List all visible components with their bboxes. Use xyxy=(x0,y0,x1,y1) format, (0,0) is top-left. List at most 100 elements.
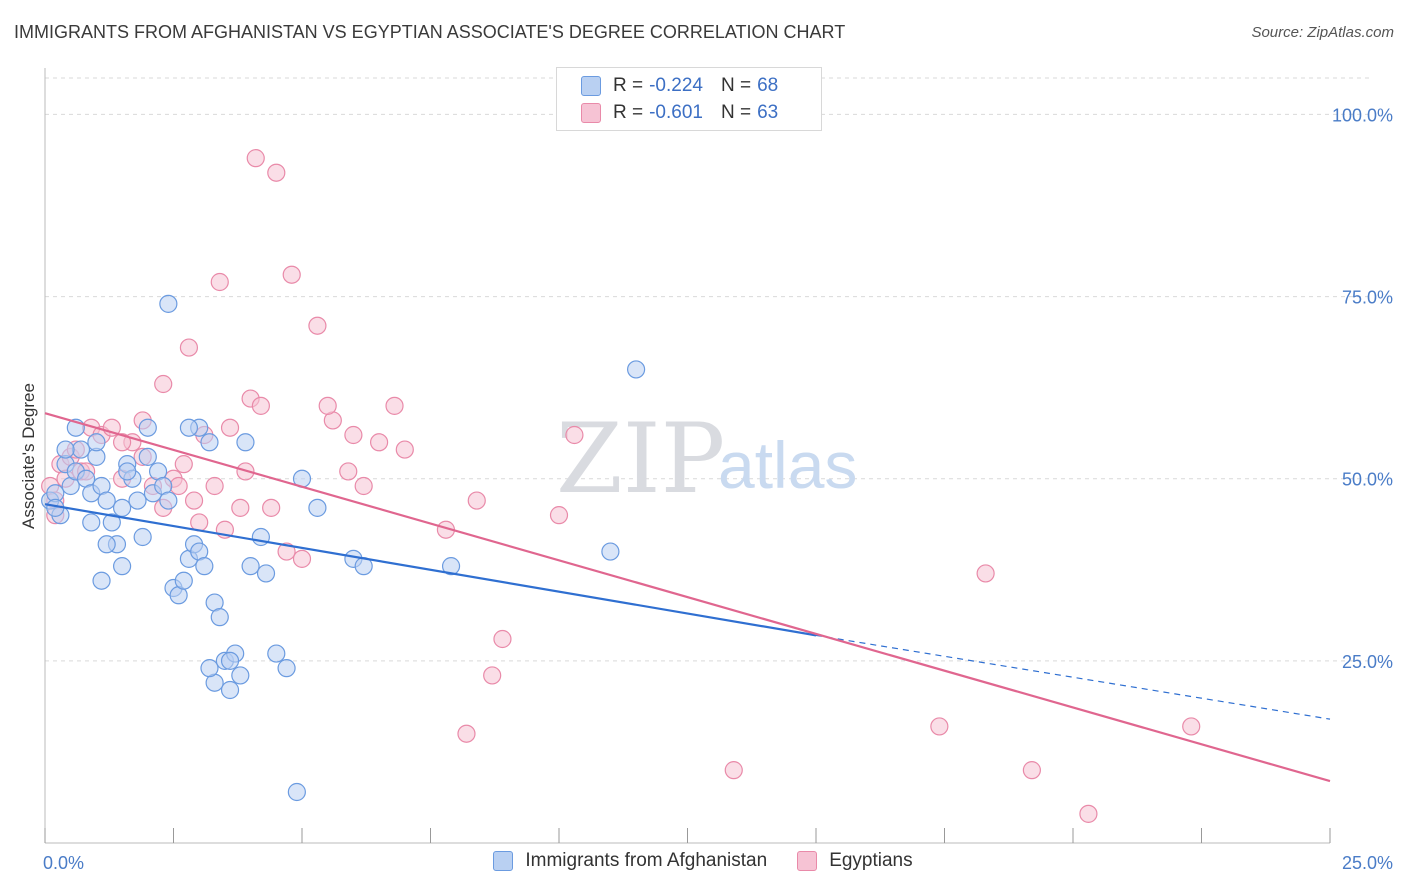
watermark: ZIP atlas xyxy=(556,403,857,515)
y-tick-label: 75.0% xyxy=(1342,288,1393,308)
tick-labels: 25.0% 50.0% 75.0% 100.0% 0.0% 25.0% xyxy=(43,105,1393,873)
egyptian-point xyxy=(493,629,512,649)
afghanistan-point xyxy=(174,571,193,590)
chart-source: Source: ZipAtlas.com xyxy=(1251,24,1394,41)
legend-r-label: R = xyxy=(613,102,644,123)
egyptian-point xyxy=(930,717,949,736)
x-tick-label: 25.0% xyxy=(1342,853,1393,873)
afghanistan-point xyxy=(231,666,250,685)
afghanistan-point xyxy=(236,433,255,452)
axes xyxy=(44,68,1331,844)
afghanistan-point xyxy=(128,491,147,510)
egyptian-point xyxy=(344,425,363,445)
egyptian-point xyxy=(220,418,240,437)
afghanistan-point xyxy=(241,557,260,576)
egyptian-point xyxy=(262,498,281,517)
legend-n-value: 63 xyxy=(757,102,779,123)
afghanistan-point xyxy=(277,659,296,678)
chart-title: IMMIGRANTS FROM AFGHANISTAN VS EGYPTIAN … xyxy=(14,22,846,42)
egyptian-point xyxy=(231,498,250,517)
afghanistan-trend-extension xyxy=(815,634,1331,720)
afghanistan-point xyxy=(87,433,106,452)
afghanistan-point xyxy=(138,418,157,437)
afghanistan-point xyxy=(92,571,111,590)
egyptian-point xyxy=(395,440,414,459)
afghanistan-point xyxy=(200,659,219,678)
egyptian-point xyxy=(1182,717,1201,736)
legend-swatch-blue xyxy=(493,851,514,871)
legend-n-label: N = xyxy=(720,75,752,96)
afghanistan-point xyxy=(210,608,229,627)
egyptian-point xyxy=(457,724,476,743)
afghanistan-point xyxy=(71,440,91,459)
afghanistan-point xyxy=(441,557,461,576)
egyptian-point xyxy=(210,272,229,292)
egyptian-point xyxy=(169,476,188,496)
egyptian-point xyxy=(1022,761,1041,780)
afghanistan-point xyxy=(159,294,178,313)
afghanistan-point xyxy=(256,564,276,583)
egyptian-point xyxy=(179,338,199,357)
watermark-atlas: atlas xyxy=(718,428,857,502)
legend-label-egyptians: Egyptians xyxy=(829,850,913,871)
egyptian-point xyxy=(318,396,337,415)
egyptian-point xyxy=(277,542,296,561)
egyptian-point xyxy=(724,761,743,780)
egyptian-point xyxy=(354,476,373,496)
afghanistan-point xyxy=(195,557,214,576)
afghanistan-point xyxy=(112,557,132,576)
afghanistan-point xyxy=(267,644,286,663)
afghanistan-point xyxy=(97,535,116,554)
series-legend: Immigrants from Afghanistan Egyptians xyxy=(0,850,1406,872)
afghanistan-point xyxy=(200,433,219,452)
y-tick-label: 50.0% xyxy=(1342,470,1393,490)
egyptian-point xyxy=(282,265,301,284)
afghanistan-trend-line xyxy=(44,503,817,637)
legend-r-value: -0.224 xyxy=(649,75,703,96)
legend-item-afghanistan[interactable]: Immigrants from Afghanistan xyxy=(493,850,767,872)
egyptian-point xyxy=(267,163,286,182)
legend-label-afghanistan: Immigrants from Afghanistan xyxy=(525,850,768,871)
egyptian-point xyxy=(292,549,312,568)
stats-legend: R = -0.224 N = 68 R = -0.601 N = 63 xyxy=(556,67,822,131)
egyptian-point xyxy=(370,433,389,452)
egyptian-point xyxy=(112,433,132,452)
grid-lines xyxy=(45,77,1370,662)
trend-lines xyxy=(44,412,1331,783)
egyptian-point xyxy=(549,506,569,525)
egyptian-point xyxy=(467,491,486,510)
egyptian-point xyxy=(184,491,204,510)
legend-item-egyptians[interactable]: Egyptians xyxy=(797,850,913,872)
afghanistan-point xyxy=(97,491,116,510)
afghanistan-point xyxy=(179,418,199,437)
afghanistan-point xyxy=(118,462,137,481)
legend-row-afghanistan: R = -0.224 N = 68 xyxy=(581,73,778,99)
egyptian-point xyxy=(308,316,327,335)
egyptian-point xyxy=(205,476,224,496)
egyptian-trend-line xyxy=(44,412,1331,783)
egyptian-point xyxy=(339,462,358,481)
egyptian-point xyxy=(174,455,193,474)
afghanistan-point xyxy=(102,513,121,532)
watermark-zip: ZIP xyxy=(556,403,725,515)
legend-r-value: -0.601 xyxy=(649,102,703,123)
egyptian-point xyxy=(976,564,995,583)
egyptian-point xyxy=(154,374,173,394)
egyptian-point xyxy=(483,666,502,685)
legend-n-label: N = xyxy=(720,102,752,123)
afghanistan-point xyxy=(159,491,178,510)
afghanistan-point xyxy=(308,498,327,517)
afghanistan-point xyxy=(82,513,101,532)
afghanistan-point xyxy=(220,651,240,670)
legend-swatch-blue xyxy=(581,76,601,96)
legend-swatch-pink xyxy=(797,851,818,871)
afghanistan-point xyxy=(138,447,157,466)
afghanistan-point xyxy=(626,360,646,379)
x-tick-label: 0.0% xyxy=(43,853,84,873)
afghanistan-point xyxy=(133,527,152,547)
afghanistan-point xyxy=(287,782,306,802)
afghanistan-point xyxy=(220,680,240,700)
legend-row-egyptians: R = -0.601 N = 63 xyxy=(581,100,778,126)
afghanistan-point xyxy=(601,542,620,561)
